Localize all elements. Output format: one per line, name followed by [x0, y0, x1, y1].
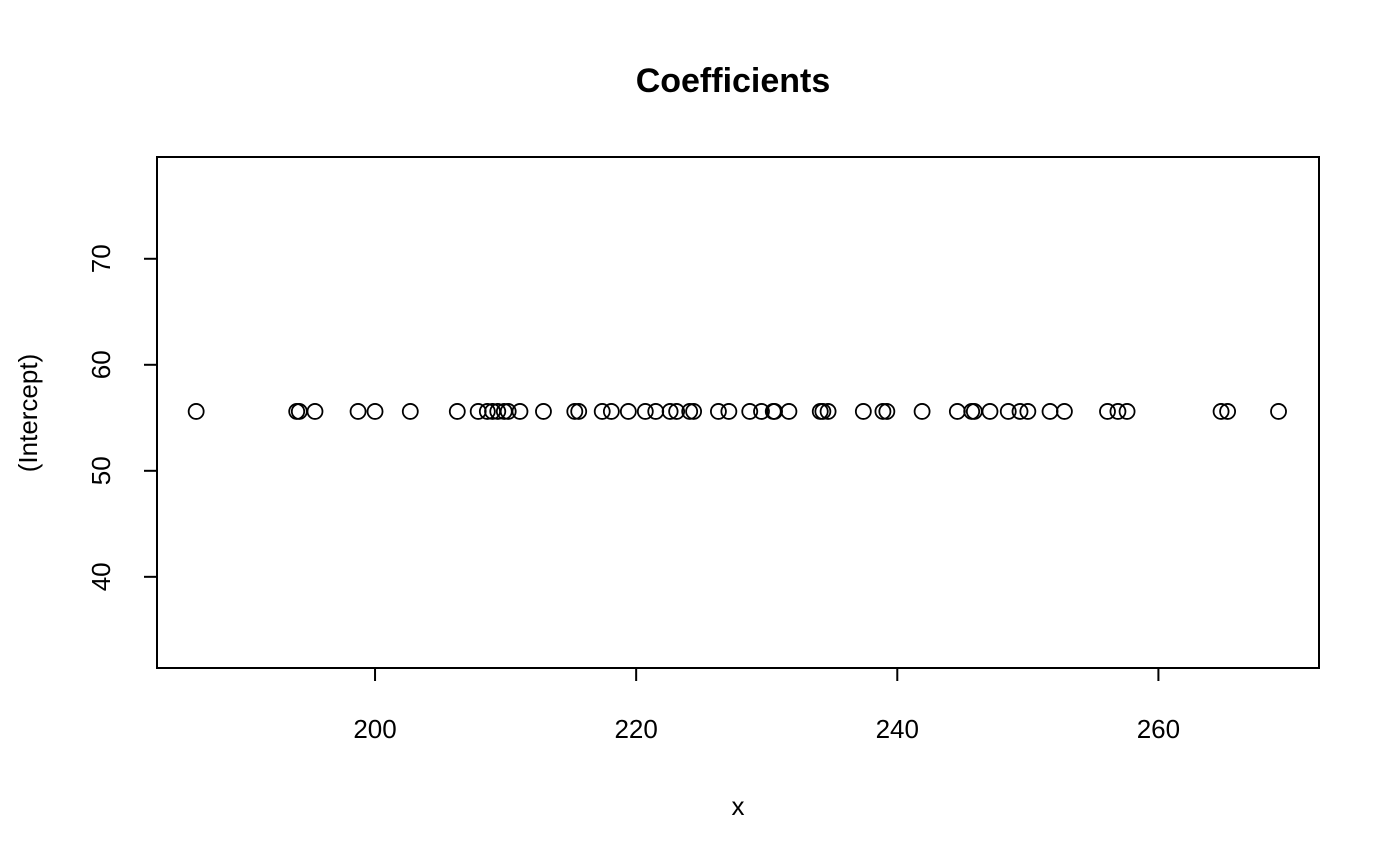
y-tick-label: 60: [86, 350, 116, 379]
data-point: [1041, 403, 1059, 420]
y-axis: 40 50 60 70: [86, 244, 158, 591]
data-point: [1099, 403, 1116, 420]
data-point: [874, 403, 892, 420]
data-point: [685, 403, 703, 420]
data-point: [710, 403, 727, 420]
y-tick-label: 50: [86, 456, 116, 485]
data-point: [1109, 403, 1127, 420]
data-point: [366, 403, 384, 420]
data-point: [469, 403, 487, 420]
data-point: [489, 403, 507, 420]
data-point: [741, 403, 759, 420]
x-tick-label: 240: [876, 714, 919, 744]
data-point: [448, 403, 466, 420]
data-point: [1212, 403, 1230, 420]
x-tick-label: 200: [353, 714, 396, 744]
data-points: [187, 403, 1287, 420]
data-point: [499, 403, 517, 420]
data-point: [661, 403, 679, 420]
data-point: [1019, 403, 1037, 420]
data-point: [478, 403, 496, 420]
data-point: [619, 403, 637, 420]
x-axis-label: x: [732, 791, 745, 821]
data-point: [948, 403, 966, 420]
data-point: [306, 403, 324, 420]
data-point: [1056, 403, 1073, 420]
data-point: [593, 403, 611, 420]
data-point: [647, 403, 665, 420]
data-point: [681, 403, 699, 420]
data-point: [535, 403, 552, 420]
chart-title: Coefficients: [636, 62, 831, 100]
plot-frame: [156, 156, 1320, 669]
x-tick-label: 260: [1137, 714, 1180, 744]
y-tick-label: 40: [86, 562, 116, 591]
data-point: [780, 403, 798, 420]
x-axis: 200 220 240 260: [353, 667, 1180, 744]
data-point: [981, 403, 999, 420]
y-axis-label: (Intercept): [13, 354, 43, 473]
data-point: [1118, 403, 1136, 420]
x-tick-label: 220: [614, 714, 657, 744]
data-point: [401, 403, 419, 420]
data-point: [566, 403, 584, 420]
y-tick-label: 70: [86, 244, 116, 273]
data-point: [1270, 403, 1287, 420]
data-point: [999, 403, 1017, 420]
data-point: [511, 403, 529, 420]
data-point: [636, 403, 654, 420]
data-point: [819, 403, 837, 420]
data-point: [1011, 403, 1029, 420]
data-point: [913, 403, 931, 420]
data-point: [878, 403, 896, 420]
data-point: [349, 403, 367, 420]
data-point: [602, 403, 620, 420]
data-point: [570, 403, 588, 420]
data-point: [720, 403, 738, 420]
data-point: [1219, 403, 1237, 420]
data-point: [187, 403, 205, 420]
data-point: [753, 403, 770, 420]
data-point: [668, 403, 686, 420]
data-point: [814, 403, 832, 420]
data-point: [854, 403, 872, 420]
